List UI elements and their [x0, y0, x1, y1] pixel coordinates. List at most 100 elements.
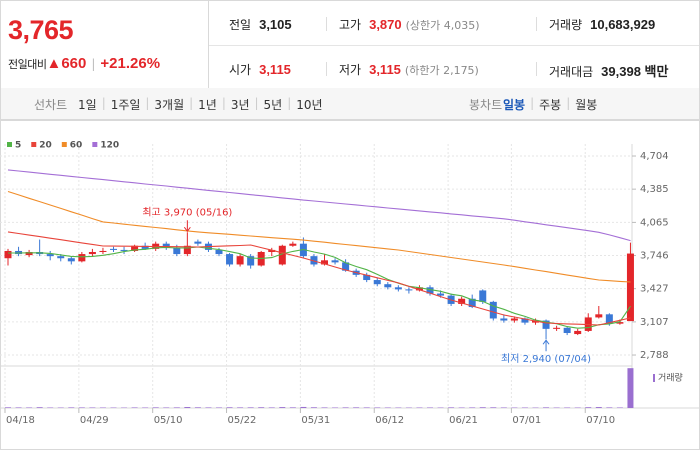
volume-bar — [427, 407, 433, 408]
candle-body — [173, 247, 181, 255]
candle-body — [99, 250, 107, 252]
period-button[interactable]: 10년 — [296, 98, 323, 112]
candle-body — [46, 254, 54, 257]
quote-value: 10,683,929 — [590, 17, 656, 32]
volume-bar — [363, 407, 370, 408]
legend-label: 120 — [100, 141, 119, 151]
volume-bar — [310, 407, 317, 408]
volume-bar — [36, 407, 43, 408]
volume-bar — [173, 407, 180, 408]
legend-label: 5 — [15, 141, 21, 151]
y-tick-label: 4,065 — [640, 217, 669, 228]
quote-label: 거래대금 — [549, 65, 594, 79]
candle-body — [183, 245, 191, 255]
quote-cell: 고가 3,870 (상한가 4,035) — [339, 16, 480, 33]
candle-body — [162, 243, 170, 248]
quote-cell: 거래대금 39,398 백만 — [549, 61, 668, 80]
quote-label: 고가 — [339, 18, 362, 32]
candle-body — [542, 320, 550, 329]
volume-legend-swatch — [653, 374, 655, 382]
candle-body — [310, 256, 318, 265]
candle-period-button[interactable]: 주봉 — [539, 98, 562, 112]
candle-body — [500, 318, 508, 321]
candle-body — [363, 274, 371, 281]
low-annotation: 최저 2,940 (07/04) — [501, 353, 591, 365]
divider — [209, 45, 699, 46]
volume-bar — [226, 407, 233, 408]
volume-bar — [321, 407, 328, 408]
quote-cell: 전일 3,105 — [229, 16, 292, 33]
candle-body — [342, 262, 350, 271]
volume-bar — [131, 407, 138, 408]
separator: | — [101, 96, 106, 110]
x-tick-label: 04/18 — [6, 415, 35, 426]
candle-body — [574, 330, 582, 335]
quote-cell: 거래량 10,683,929 — [549, 16, 655, 33]
volume-bar — [15, 407, 22, 408]
legend-swatch — [7, 142, 12, 147]
volume-bar — [469, 407, 476, 408]
volume-bar — [89, 407, 96, 408]
separator: | — [530, 96, 535, 110]
quote-cell: 시가 3,115 — [229, 61, 291, 78]
candle-body — [616, 322, 624, 324]
candle-body — [437, 293, 445, 296]
current-price: 3,765 — [8, 15, 74, 45]
quote-cell: 저가 3,115 (하한가 2,175) — [339, 61, 479, 78]
quote-label: 전일 — [229, 18, 252, 32]
volume-bar — [479, 407, 486, 408]
candle-body — [426, 287, 434, 294]
candle-body — [110, 248, 117, 250]
y-tick-label: 3,427 — [640, 284, 669, 295]
volume-bar — [606, 407, 613, 408]
candle-body — [67, 258, 75, 262]
candle-body — [141, 245, 149, 249]
change-line: 전일대비▲660 | +21.26% — [8, 55, 160, 72]
period-button[interactable]: 1년 — [198, 98, 217, 112]
candle-period-button[interactable]: 월봉 — [575, 98, 598, 112]
candle-body — [373, 280, 381, 285]
candle-body — [120, 249, 128, 251]
quote-value: 3,115 — [259, 62, 291, 77]
legend-swatch — [61, 142, 67, 147]
ma-line — [7, 231, 631, 326]
period-button[interactable]: 5년 — [263, 98, 283, 112]
candle-body — [226, 254, 234, 265]
x-tick-label: 05/10 — [154, 415, 183, 426]
candle-period-button[interactable]: 일봉 — [503, 98, 526, 112]
quote-value: 3,115 — [369, 62, 401, 77]
annotation-arrowhead — [542, 339, 550, 345]
candle-body — [131, 245, 139, 251]
separator: | — [566, 96, 571, 110]
volume-bar — [237, 407, 244, 408]
period-button[interactable]: 1주일 — [110, 98, 141, 112]
candle-body — [510, 318, 518, 321]
candle-body — [394, 287, 402, 290]
period-button[interactable]: 3년 — [230, 98, 250, 112]
legend-label: 60 — [70, 141, 83, 151]
period-button[interactable]: 1일 — [78, 98, 97, 112]
chart-frame — [0, 120, 700, 450]
separator: | — [287, 96, 292, 110]
quote-label: 저가 — [339, 63, 362, 77]
volume-bar — [342, 407, 349, 408]
candle-body — [384, 284, 392, 288]
quote-value: 3,870 — [369, 17, 402, 32]
quote-header: 3,765 전일대비▲660 | +21.26% 전일 3,105 고가 3,870 (상한… — [0, 0, 700, 89]
y-tick-label: 4,704 — [640, 151, 669, 162]
divider — [326, 17, 327, 31]
volume-bar — [247, 407, 254, 408]
separator: | — [221, 96, 226, 110]
volume-bar — [268, 407, 275, 408]
x-tick-label: 05/31 — [301, 415, 330, 426]
period-button[interactable]: 3개월 — [154, 98, 185, 112]
candle-body — [605, 314, 613, 324]
change-label: 전일대비 — [8, 58, 47, 71]
x-tick-label: 06/21 — [449, 415, 478, 426]
volume-bar — [78, 407, 85, 408]
volume-bar — [595, 407, 602, 408]
volume-bar — [490, 407, 497, 408]
quote-label: 시가 — [229, 63, 252, 77]
volume-bar — [374, 407, 381, 408]
divider — [536, 62, 537, 76]
